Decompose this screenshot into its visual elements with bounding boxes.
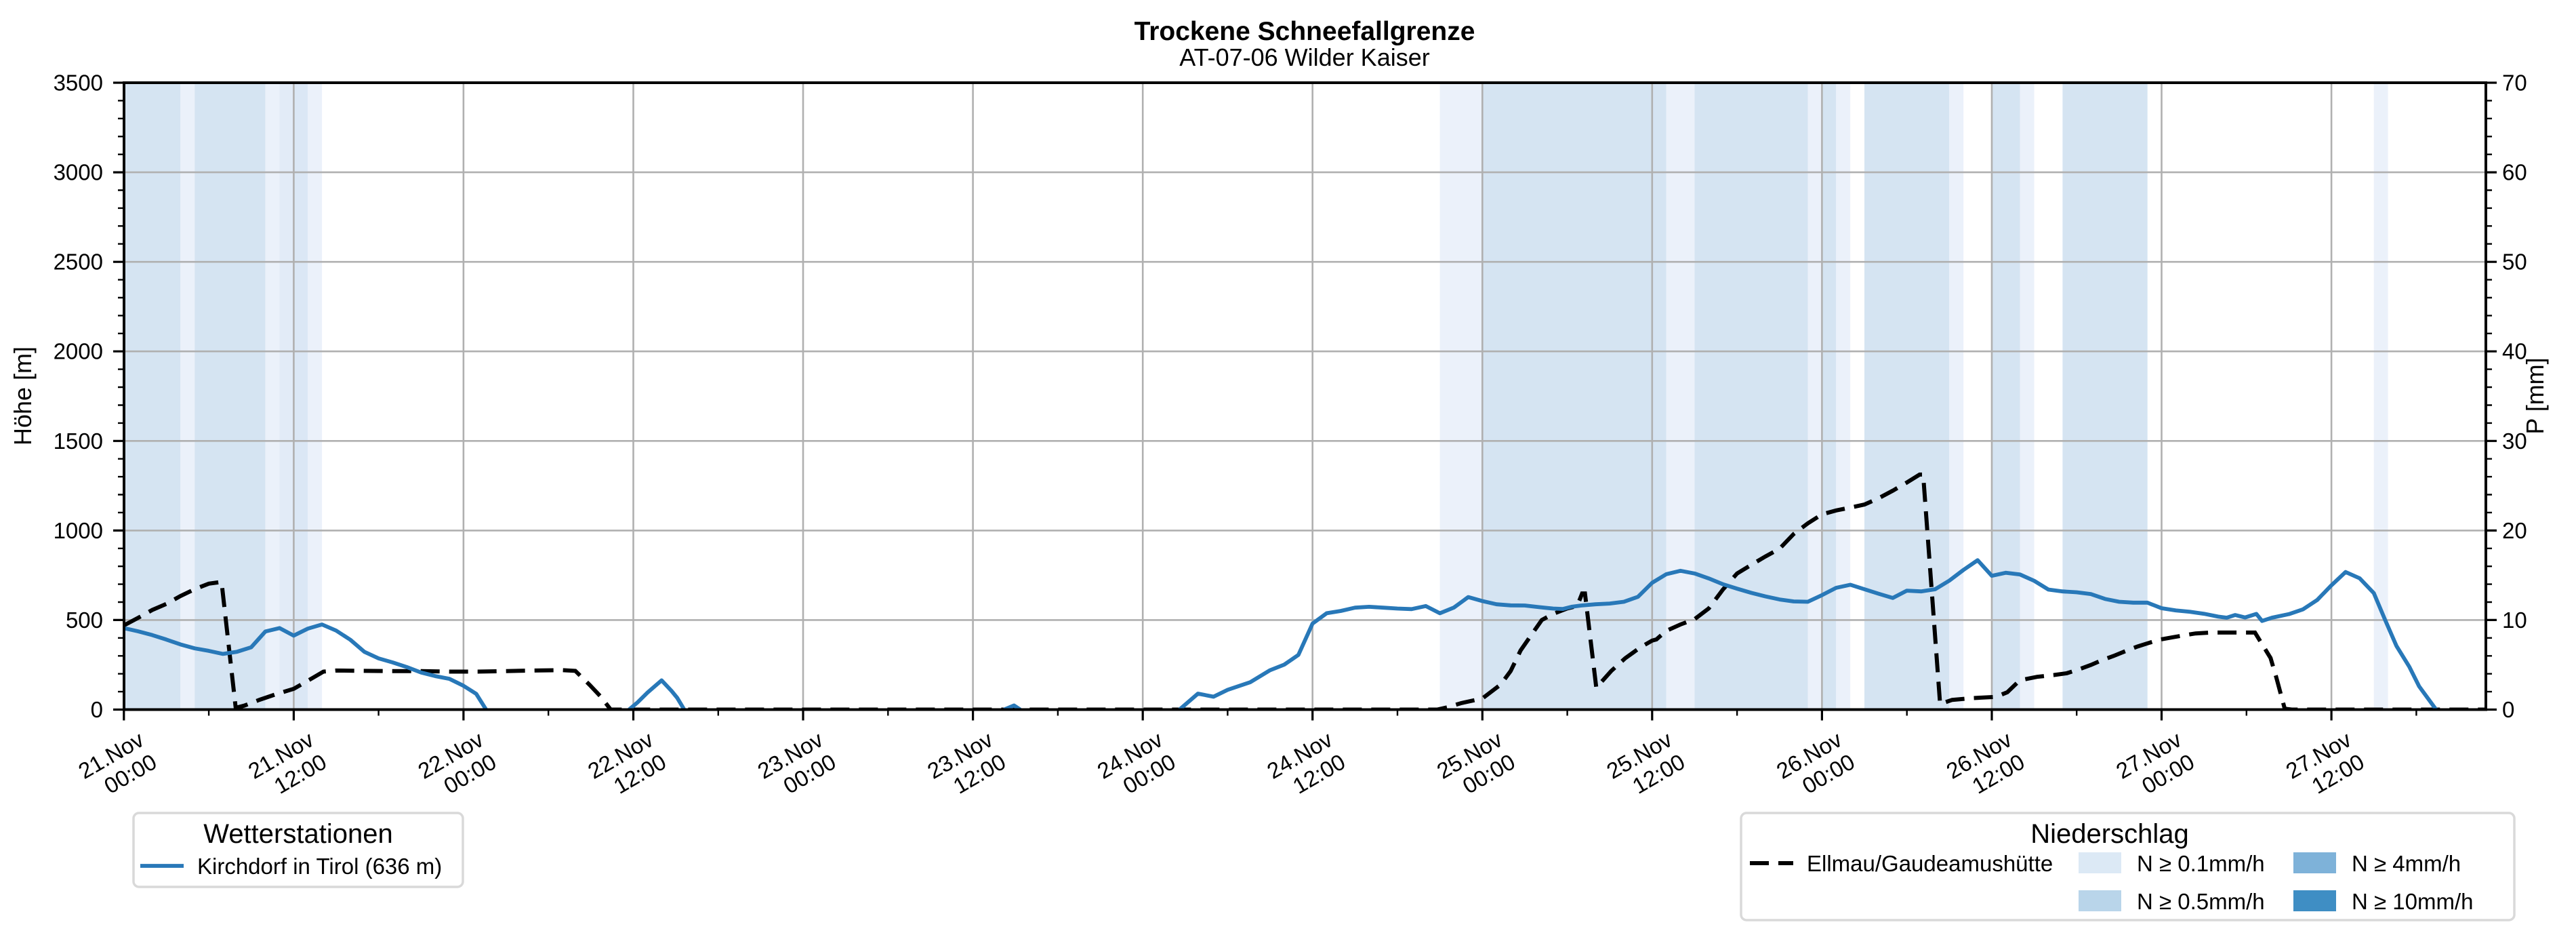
svg-text:0: 0: [2502, 697, 2514, 722]
svg-text:1500: 1500: [54, 429, 103, 454]
svg-text:3000: 3000: [54, 160, 103, 185]
svg-text:3500: 3500: [54, 71, 103, 96]
svg-text:20: 20: [2502, 518, 2527, 543]
svg-text:N ≥ 10mm/h: N ≥ 10mm/h: [2352, 889, 2474, 914]
svg-text:Niederschlag: Niederschlag: [2030, 819, 2188, 849]
svg-text:0: 0: [91, 697, 103, 722]
svg-text:N ≥ 0.5mm/h: N ≥ 0.5mm/h: [2137, 889, 2265, 914]
svg-text:30: 30: [2502, 429, 2527, 454]
svg-text:P [mm]: P [mm]: [2521, 357, 2549, 434]
svg-text:60: 60: [2502, 160, 2527, 185]
svg-text:Höhe [m]: Höhe [m]: [9, 346, 37, 445]
svg-text:Trockene Schneefallgrenze: Trockene Schneefallgrenze: [1134, 17, 1475, 46]
svg-text:N ≥ 0.1mm/h: N ≥ 0.1mm/h: [2137, 851, 2265, 876]
svg-text:1000: 1000: [54, 518, 103, 543]
svg-text:Wetterstationen: Wetterstationen: [203, 819, 392, 849]
svg-text:Kirchdorf in Tirol (636 m): Kirchdorf in Tirol (636 m): [197, 854, 442, 879]
svg-text:2500: 2500: [54, 250, 103, 275]
svg-text:500: 500: [66, 608, 103, 633]
svg-text:70: 70: [2502, 71, 2527, 96]
svg-text:AT-07-06 Wilder Kaiser: AT-07-06 Wilder Kaiser: [1179, 43, 1429, 71]
svg-text:50: 50: [2502, 250, 2527, 275]
svg-text:10: 10: [2502, 608, 2527, 633]
svg-text:2000: 2000: [54, 339, 103, 364]
svg-text:N ≥ 4mm/h: N ≥ 4mm/h: [2352, 851, 2461, 876]
svg-text:40: 40: [2502, 339, 2527, 364]
svg-text:Ellmau/Gaudeamushütte: Ellmau/Gaudeamushütte: [1807, 851, 2053, 876]
